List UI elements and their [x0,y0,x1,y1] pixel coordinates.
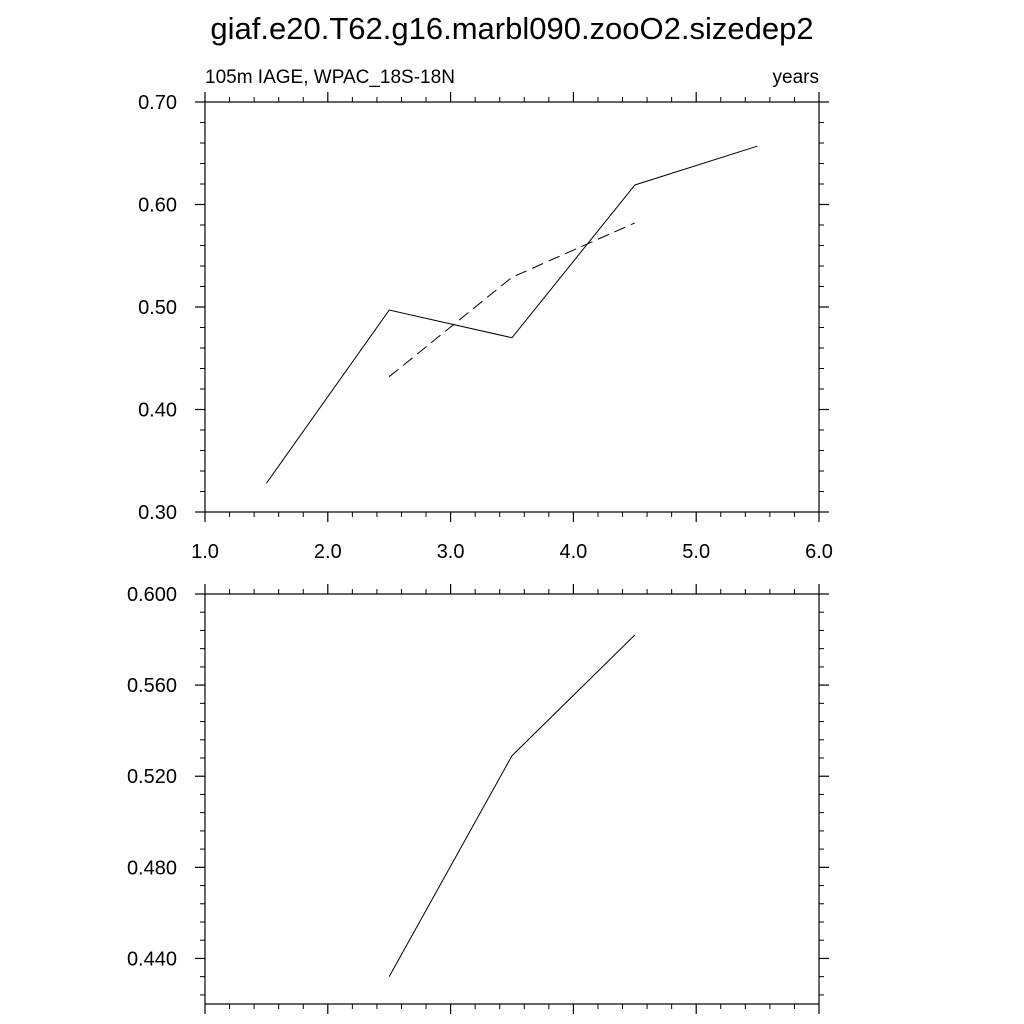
top-y-tick-label: 0.60 [138,195,177,217]
top-series-line-1-solid [265,145,758,484]
top-panel: 105m IAGE, WPAC_18S-18N years 0.300.400.… [138,67,833,563]
bottom-y-tick-label: 0.440 [127,948,177,970]
chart-title: giaf.e20.T62.g16.marbl090.zooO2.sizedep2 [210,11,813,46]
top-series-line-2-dashed [388,222,636,378]
top-x-tick-label: 1.0 [191,541,219,563]
bottom-y-tick-label: 0.520 [127,766,177,788]
top-y-tick-label: 0.50 [138,297,177,319]
top-y-tick-label: 0.70 [138,92,177,114]
top-x-tick-label: 3.0 [437,541,465,563]
bottom-y-tick-label: 0.480 [127,857,177,879]
top-panel-tick-labels: 0.30 0.40 0.50 0.60 0.70 1.0 2.0 3.0 4.0 5.0 6.0 [138,92,833,563]
bottom-panel-tick-labels: 0.440 0.480 0.520 0.560 0.600 [127,584,177,970]
top-x-tick-label: 5.0 [682,541,710,563]
top-y-tick-label: 0.30 [138,502,177,524]
top-panel-series [265,145,758,484]
top-panel-subtitle-right: years [773,67,819,88]
top-panel-subtitle-left: 105m IAGE, WPAC_18S-18N [205,67,455,88]
top-panel-ticks [195,92,829,522]
bottom-panel-ticks [195,584,829,1014]
top-x-tick-label: 6.0 [805,541,833,563]
bottom-panel-frame [204,593,820,1005]
bottom-panel-series [388,634,636,977]
top-y-tick-label: 0.40 [138,400,177,422]
bottom-panel: 0.440 0.480 0.520 0.560 0.600 [127,584,829,1014]
top-panel-frame [204,101,820,513]
top-x-tick-label: 4.0 [559,541,587,563]
bottom-y-tick-label: 0.560 [127,675,177,697]
bottom-y-tick-label: 0.600 [127,584,177,606]
top-x-tick-label: 2.0 [314,541,342,563]
bottom-series-line-1-solid [388,634,636,977]
